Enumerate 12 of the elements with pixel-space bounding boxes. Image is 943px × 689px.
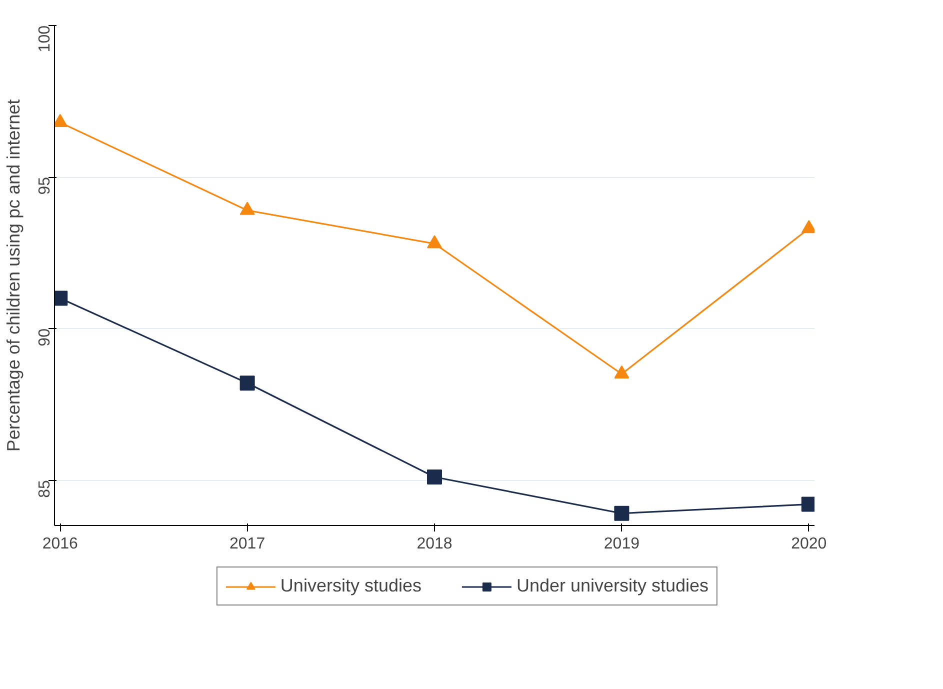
x-tick-label: 2017 [230,536,266,552]
y-tick-label: 85 [36,480,54,498]
y-tick-label: 100 [36,25,54,52]
y-tick-label: 90 [36,328,54,346]
x-tick-label: 2016 [42,536,78,552]
x-tick-label: 2018 [416,536,452,552]
y-tick-label: 95 [36,176,54,195]
x-tick-label: 2020 [791,536,827,552]
x-tick-label: 2019 [604,536,640,552]
legend-label: University studies [280,576,422,596]
y-axis-title: Percentage of children using pc and internet [4,99,24,452]
legend-label: Under university studies [516,576,709,596]
